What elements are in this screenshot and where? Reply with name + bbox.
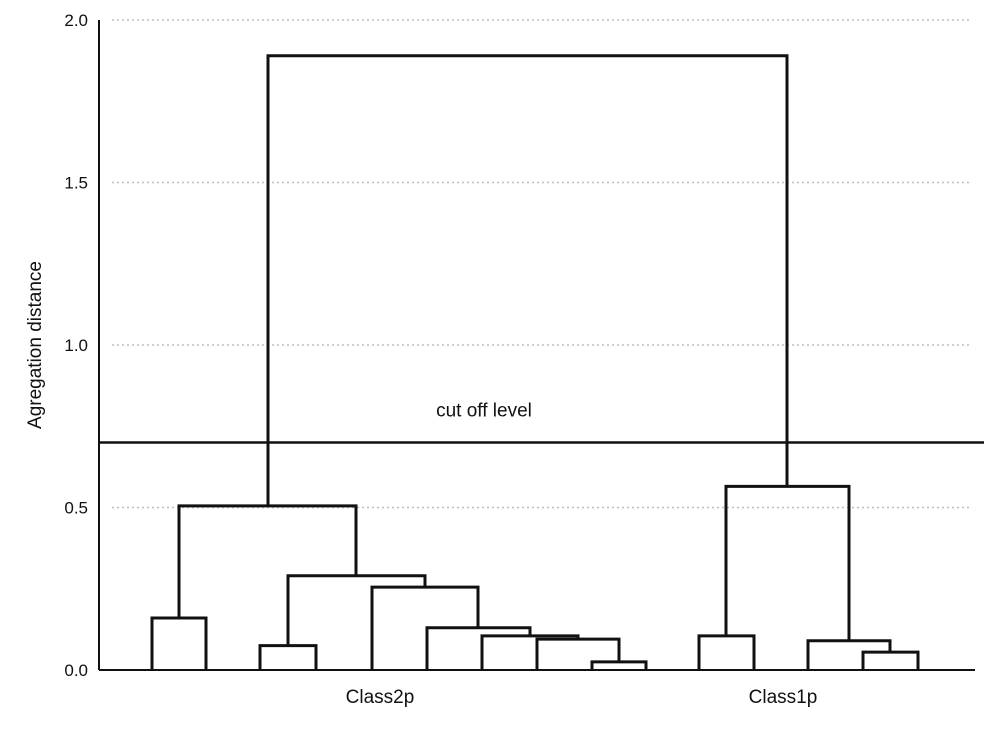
y-tick-label: 1.5	[64, 174, 88, 193]
y-tick-label: 2.0	[64, 11, 88, 30]
cluster-labels: Class2p Class1p	[346, 687, 818, 708]
y-tick-label: 0.0	[64, 661, 88, 680]
cluster-label: Class1p	[749, 687, 818, 708]
y-tick-label: 1.0	[64, 336, 88, 355]
dendrogram-link	[266, 54, 789, 506]
dendrogram-links	[150, 54, 920, 670]
y-axis-label: Agregation distance	[25, 261, 46, 429]
y-tick-label: 0.5	[64, 499, 88, 518]
cutoff-label: cut off level	[436, 401, 532, 422]
y-tick-labels: 0.0 0.5 1.0 1.5 2.0	[64, 11, 88, 680]
grid-layer	[112, 19, 972, 509]
cluster-label: Class2p	[346, 687, 415, 708]
